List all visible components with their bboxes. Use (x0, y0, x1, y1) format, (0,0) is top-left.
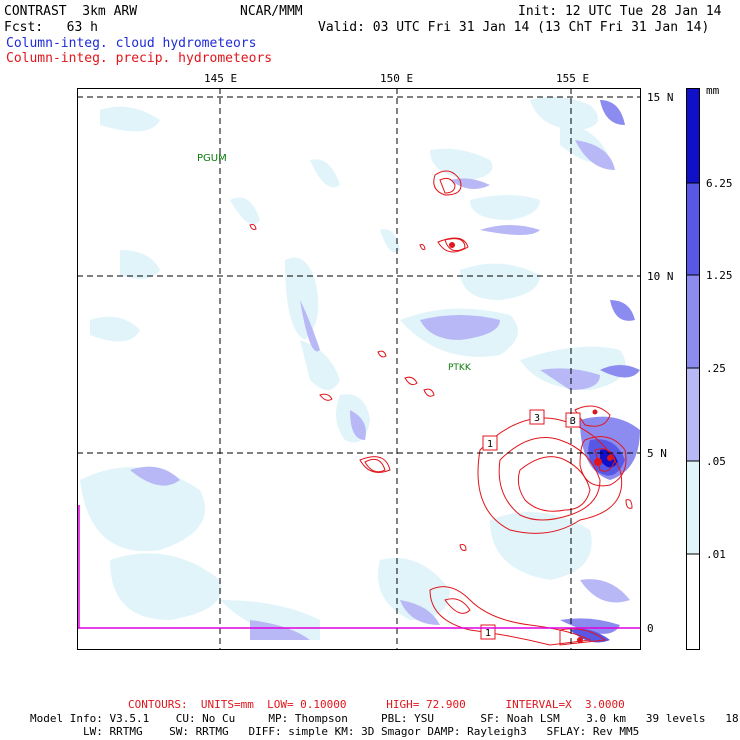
lon-label-150: 150 E (380, 72, 414, 85)
lat-label-15n: 15 N (647, 91, 674, 104)
contour-label-1b: 1 (485, 628, 491, 639)
colorbar-level-125: 1.25 (706, 269, 733, 282)
precip-field-label: Column-integ. precip. hydrometeors (6, 51, 273, 66)
lon-label-145: 145 E (204, 72, 238, 85)
station-pgum: PGUM (197, 153, 227, 164)
precip-contours (249, 170, 633, 646)
contour-label-3b: 3 (570, 416, 576, 427)
contour-info: CONTOURS: UNITS=mm LOW= 0.10000 HIGH= 72… (128, 698, 625, 711)
contour-label-3a: 3 (534, 413, 540, 424)
cloud-field-label: Column-integ. cloud hydrometeors (6, 36, 257, 51)
station-ptkk: PTKK (448, 363, 472, 373)
lat-label-10n: 10 N (647, 270, 674, 283)
colorbar-level-625: 6.25 (706, 177, 733, 190)
lat-label-equator: 0 (647, 622, 654, 635)
lat-label-5n: 5 N (647, 447, 667, 460)
lon-label-155: 155 E (556, 72, 590, 85)
model-info-line2: LW: RRTMG SW: RRTMG DIFF: simple KM: 3D … (30, 725, 640, 738)
lat-lon-grid (77, 88, 641, 650)
map-frame (77, 88, 641, 650)
cloud-level-05 (130, 140, 630, 640)
init-time: Init: 12 UTC Tue 28 Jan 14 (518, 4, 722, 19)
colorbar-level-01: .01 (706, 548, 726, 561)
precip-heavy (449, 242, 613, 643)
organization-label: NCAR/MMM (240, 4, 303, 19)
colorbar-level-05: .05 (706, 455, 726, 468)
contour-label-1a: 1 (487, 439, 493, 450)
colorbar-level-25: .25 (706, 362, 726, 375)
colorbar-unit: mm (706, 84, 720, 97)
contour-labels: 1 3 3 1 (480, 409, 581, 640)
model-info-line1: Model Info: V3.5.1 CU: No Cu MP: Thompso… (30, 712, 740, 725)
valid-time: Valid: 03 UTC Fri 31 Jan 14 (13 ChT Fri … (318, 20, 710, 35)
cloud-hydrometeor-shading (80, 96, 626, 640)
model-title: CONTRAST 3km ARW (4, 4, 138, 19)
forecast-hour: Fcst: 63 h (4, 20, 98, 35)
colorbar (686, 88, 700, 650)
